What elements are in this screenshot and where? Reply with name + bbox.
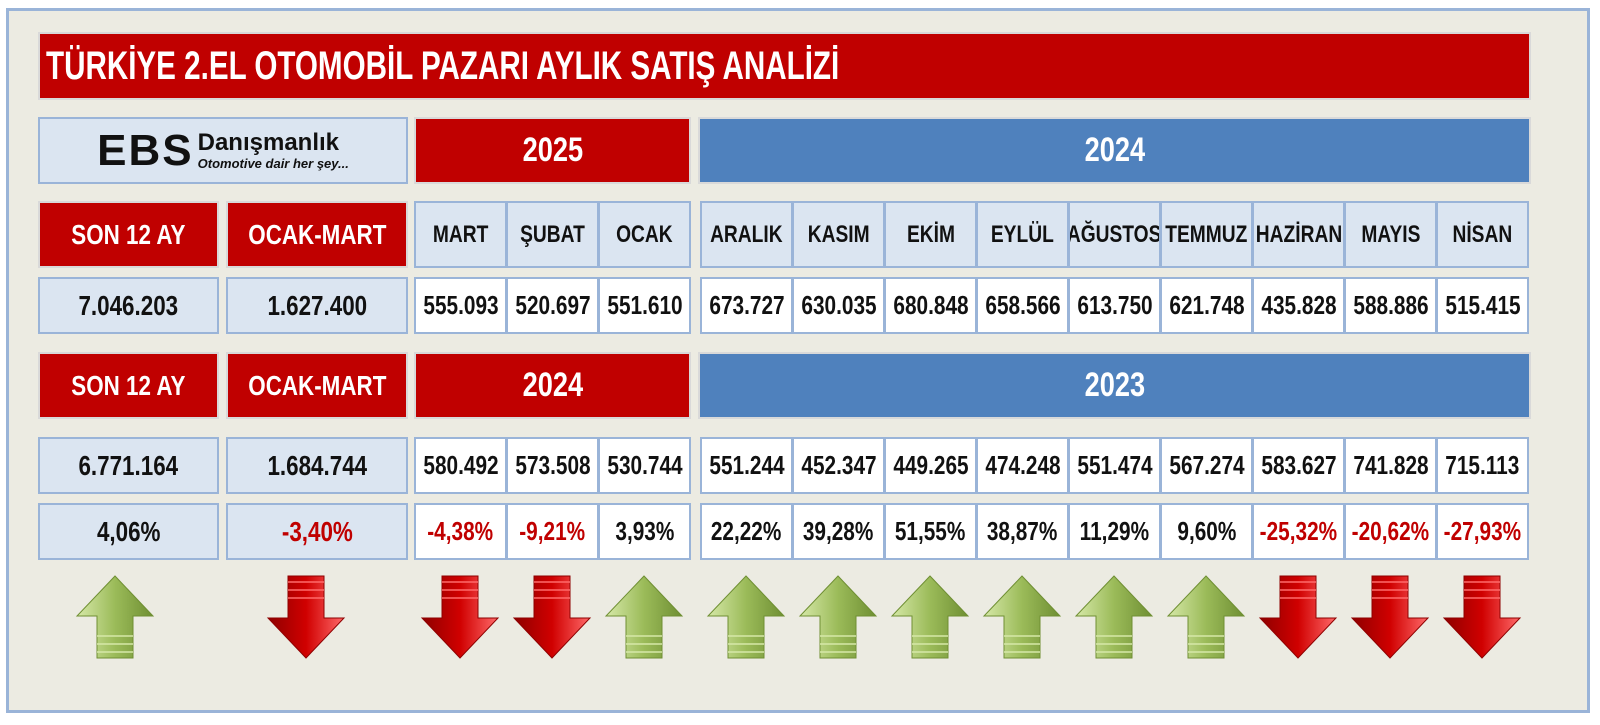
year-header-top-left: 2025 — [414, 117, 691, 184]
up-arrow-icon — [798, 575, 878, 659]
up-arrow-icon — [1166, 575, 1246, 659]
change-month-value: 9,60% — [1160, 503, 1253, 560]
up-arrow-icon — [604, 575, 684, 659]
month-header: NİSAN — [1436, 201, 1529, 268]
previous-month-value: 474.248 — [976, 437, 1069, 494]
change-month-value: -25,32% — [1252, 503, 1345, 560]
change-month-value: 39,28% — [792, 503, 885, 560]
current-month-value: 555.093 — [414, 277, 507, 334]
month-header: AĞUSTOS — [1068, 201, 1161, 268]
previous-month-value: 715.113 — [1436, 437, 1529, 494]
current-month-value: 658.566 — [976, 277, 1069, 334]
son12-header-2: SON 12 AY — [38, 352, 219, 419]
current-month-value: 435.828 — [1252, 277, 1345, 334]
logo-name: Danışmanlık — [197, 129, 340, 157]
previous-month-value: 583.627 — [1252, 437, 1345, 494]
previous-month-value: 567.274 — [1160, 437, 1253, 494]
current-month-value: 621.748 — [1160, 277, 1253, 334]
current-month-value: 613.750 — [1068, 277, 1161, 334]
up-arrow-icon — [706, 575, 786, 659]
ocak-mart-header-2: OCAK-MART — [226, 352, 408, 419]
previous-month-value: 580.492 — [414, 437, 507, 494]
previous-month-value: 452.347 — [792, 437, 885, 494]
previous-month-value: 573.508 — [506, 437, 599, 494]
ocak-mart-header: OCAK-MART — [226, 201, 408, 268]
previous-son12-value: 6.771.164 — [38, 437, 219, 494]
up-arrow-icon — [890, 575, 970, 659]
title-bar: TÜRKİYE 2.EL OTOMOBİL PAZARI AYLIK SATIŞ… — [38, 32, 1531, 100]
month-header: TEMMUZ — [1160, 201, 1253, 268]
current-month-value: 551.610 — [598, 277, 691, 334]
page-title: TÜRKİYE 2.EL OTOMOBİL PAZARI AYLIK SATIŞ… — [46, 43, 840, 88]
current-ocak-mart-value: 1.627.400 — [226, 277, 408, 334]
month-header: MART — [414, 201, 507, 268]
month-header: HAZİRAN — [1252, 201, 1345, 268]
down-arrow-icon — [512, 575, 592, 659]
change-month-value: 38,87% — [976, 503, 1069, 560]
down-arrow-icon — [1258, 575, 1338, 659]
logo-brand: EBS — [97, 125, 194, 175]
logo-tagline: Otomotive dair her şey... — [197, 155, 349, 171]
month-header: ŞUBAT — [506, 201, 599, 268]
previous-month-value: 530.744 — [598, 437, 691, 494]
month-header: KASIM — [792, 201, 885, 268]
previous-ocak-mart-value: 1.684.744 — [226, 437, 408, 494]
current-month-value: 515.415 — [1436, 277, 1529, 334]
month-header: OCAK — [598, 201, 691, 268]
down-arrow-icon — [1442, 575, 1522, 659]
current-month-value: 520.697 — [506, 277, 599, 334]
month-header: EKİM — [884, 201, 977, 268]
down-arrow-icon — [1350, 575, 1430, 659]
month-header: ARALIK — [700, 201, 793, 268]
up-arrow-icon — [982, 575, 1062, 659]
up-arrow-icon — [75, 575, 155, 659]
logo-box: EBS Danışmanlık Otomotive dair her şey..… — [38, 117, 408, 184]
logo: EBS Danışmanlık Otomotive dair her şey..… — [97, 125, 349, 175]
change-month-value: 11,29% — [1068, 503, 1161, 560]
previous-month-value: 551.474 — [1068, 437, 1161, 494]
current-month-value: 588.886 — [1344, 277, 1437, 334]
year-header-top-right: 2024 — [698, 117, 1531, 184]
change-month-value: -27,93% — [1436, 503, 1529, 560]
change-month-value: -20,62% — [1344, 503, 1437, 560]
month-header: EYLÜL — [976, 201, 1069, 268]
change-month-value: 22,22% — [700, 503, 793, 560]
month-header: MAYIS — [1344, 201, 1437, 268]
son12-header: SON 12 AY — [38, 201, 219, 268]
change-son12-value: 4,06% — [38, 503, 219, 560]
down-arrow-icon — [266, 575, 346, 659]
change-month-value: 51,55% — [884, 503, 977, 560]
current-month-value: 673.727 — [700, 277, 793, 334]
change-ocak-mart-value: -3,40% — [226, 503, 408, 560]
change-month-value: -9,21% — [506, 503, 599, 560]
up-arrow-icon — [1074, 575, 1154, 659]
change-month-value: 3,93% — [598, 503, 691, 560]
current-month-value: 630.035 — [792, 277, 885, 334]
previous-month-value: 741.828 — [1344, 437, 1437, 494]
year-header-bottom-left: 2024 — [414, 352, 691, 419]
previous-month-value: 551.244 — [700, 437, 793, 494]
current-son12-value: 7.046.203 — [38, 277, 219, 334]
year-header-bottom-right: 2023 — [698, 352, 1531, 419]
change-month-value: -4,38% — [414, 503, 507, 560]
previous-month-value: 449.265 — [884, 437, 977, 494]
current-month-value: 680.848 — [884, 277, 977, 334]
down-arrow-icon — [420, 575, 500, 659]
